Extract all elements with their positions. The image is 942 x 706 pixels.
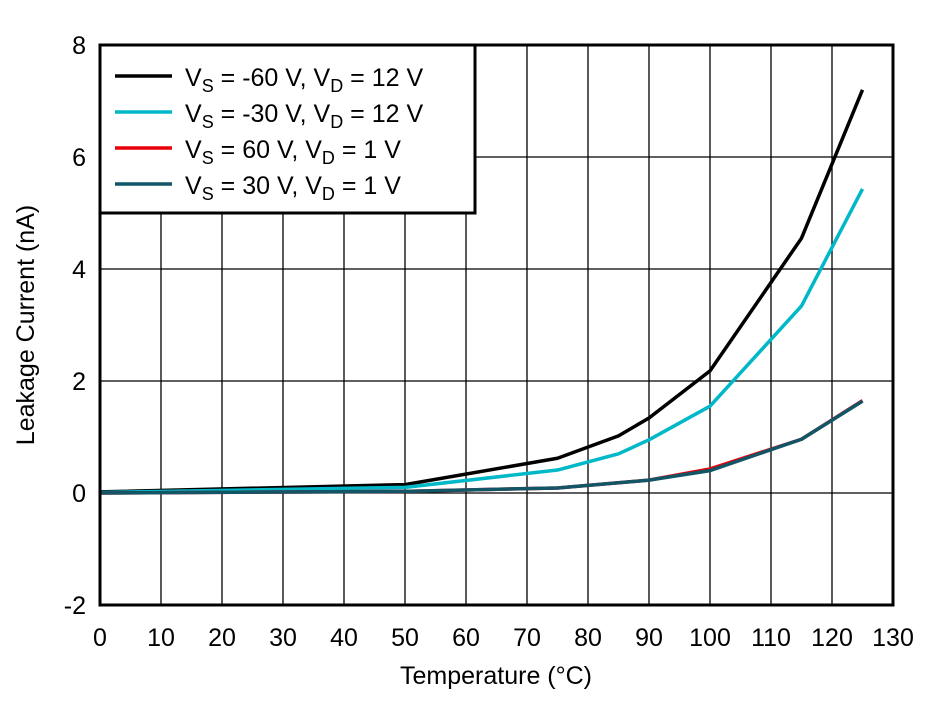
legend-text: = 60 V, V <box>214 136 323 164</box>
legend-entry: VS = -60 V, VD = 12 V <box>185 64 423 96</box>
x-axis-label: Temperature (°C) <box>400 662 592 690</box>
legend-entry: VS = 30 V, VD = 1 V <box>185 172 401 204</box>
y-tick-label: 0 <box>72 480 86 508</box>
legend-subscript: D <box>330 112 343 132</box>
legend-text: = 12 V <box>343 64 423 92</box>
y-tick-label: 4 <box>72 256 86 284</box>
legend-text: = 1 V <box>335 172 401 200</box>
y-tick-label: -2 <box>64 592 86 620</box>
legend-subscript: S <box>202 148 214 168</box>
legend-subscript: S <box>202 184 214 204</box>
legend-entry: VS = -30 V, VD = 12 V <box>185 100 423 132</box>
x-tick-label: 10 <box>147 624 175 652</box>
y-axis-label: Leakage Current (nA) <box>12 205 40 445</box>
legend-subscript: D <box>330 76 343 96</box>
series-line-1 <box>99 188 865 495</box>
legend-text: = 30 V, V <box>214 172 323 200</box>
y-tick-label: 8 <box>72 32 86 60</box>
legend-subscript: S <box>202 112 214 132</box>
series-lines <box>99 89 865 495</box>
x-tick-label: 100 <box>689 624 731 652</box>
series-line-0 <box>99 89 865 494</box>
legend-text: = -30 V, V <box>214 100 331 128</box>
x-tick-label: 30 <box>269 624 297 652</box>
x-tick-label: 80 <box>574 624 602 652</box>
legend-text: = -60 V, V <box>214 64 331 92</box>
legend-subscript: D <box>322 184 335 204</box>
series-line-3 <box>99 399 864 495</box>
y-tick-label: 2 <box>72 368 86 396</box>
x-tick-labels: 0 10 20 30 40 50 60 70 80 90 100 110 120 130 <box>93 624 914 652</box>
x-tick-label: 70 <box>513 624 541 652</box>
legend-text: V <box>185 64 202 92</box>
x-tick-label: 60 <box>452 624 480 652</box>
y-tick-label: 6 <box>72 144 86 172</box>
legend-subscript: S <box>202 76 214 96</box>
x-tick-label: 20 <box>208 624 236 652</box>
legend: VS = -60 V, VD = 12 VVS = -30 V, VD = 12… <box>98 43 477 215</box>
legend-text: = 1 V <box>335 136 401 164</box>
x-tick-label: 50 <box>391 624 419 652</box>
x-tick-label: 90 <box>635 624 663 652</box>
x-tick-label: 120 <box>811 624 853 652</box>
legend-text: V <box>185 172 202 200</box>
y-tick-labels: -2 0 2 4 6 8 <box>64 32 86 620</box>
x-tick-label: 130 <box>872 624 914 652</box>
x-tick-label: 0 <box>93 624 107 652</box>
legend-text: V <box>185 136 202 164</box>
legend-entry: VS = 60 V, VD = 1 V <box>185 136 401 168</box>
plot-frame <box>98 43 895 607</box>
legend-subscript: D <box>322 148 335 168</box>
x-tick-label: 40 <box>330 624 358 652</box>
legend-text: V <box>185 100 202 128</box>
legend-text: = 12 V <box>343 100 423 128</box>
x-tick-label: 110 <box>751 624 791 652</box>
